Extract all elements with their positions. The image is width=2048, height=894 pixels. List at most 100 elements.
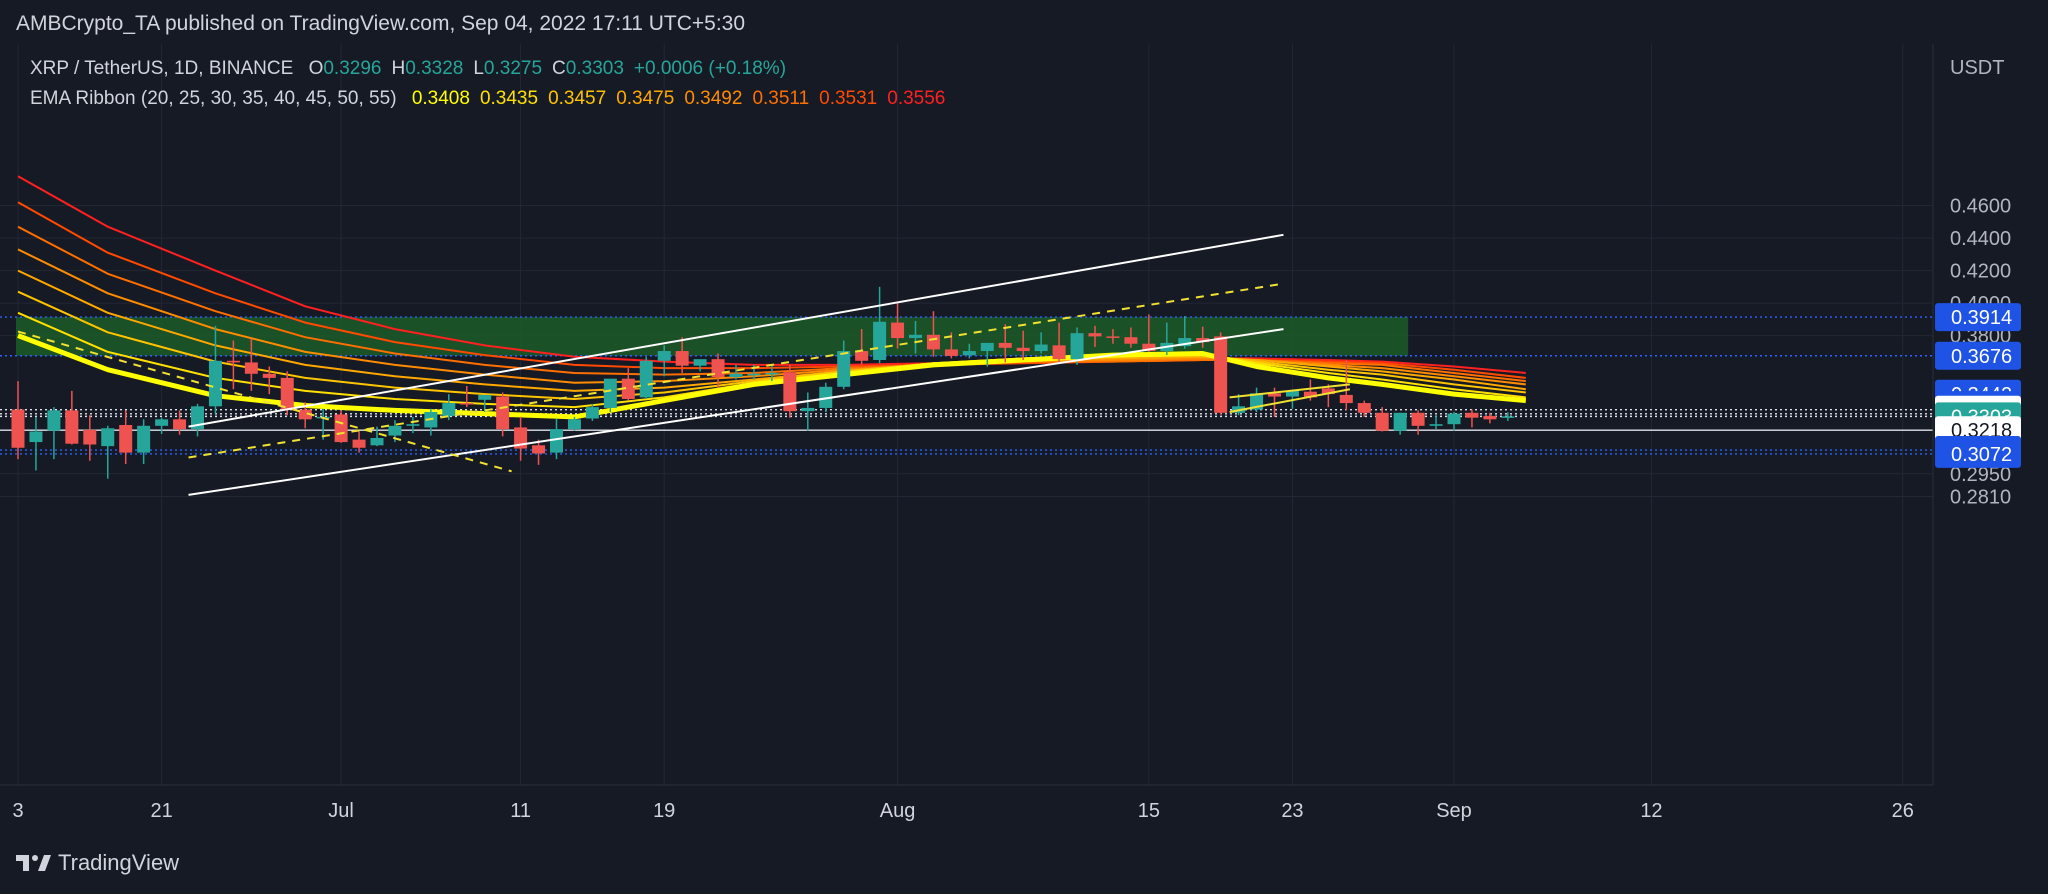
candle-body — [11, 409, 25, 448]
candle-body — [1178, 338, 1192, 347]
candle-body — [1375, 412, 1389, 431]
time-tick-label: 21 — [150, 800, 172, 822]
candle — [352, 431, 366, 453]
candle-body — [837, 351, 851, 387]
price-tag-label: 0.3676 — [1951, 346, 2012, 368]
candle-body — [783, 372, 797, 412]
candle — [819, 382, 833, 412]
candle-body — [47, 410, 61, 431]
ema-value: 0.3435 — [479, 88, 539, 109]
time-tick-label: Aug — [880, 800, 916, 822]
candle-body — [496, 396, 510, 430]
candle-body — [334, 414, 348, 443]
candle-body — [980, 342, 994, 352]
symbol-label[interactable]: XRP / TetherUS, 1D, BINANCE — [30, 58, 294, 79]
candle — [1483, 412, 1497, 424]
candle-body — [926, 334, 940, 350]
candle-body — [1483, 416, 1497, 420]
ema-line-45 — [17, 225, 1526, 383]
candle — [962, 343, 976, 359]
candle-body — [639, 360, 653, 398]
ema-value: 0.3457 — [548, 88, 607, 109]
candle-body — [173, 419, 187, 430]
candle — [1214, 332, 1228, 415]
time-tick-label: 26 — [1892, 800, 1914, 822]
ema-label[interactable]: EMA Ribbon (20, 25, 30, 35, 40, 45, 50, … — [30, 88, 397, 109]
publisher-line: AMBCrypto_TA published on TradingView.co… — [16, 12, 746, 35]
candle-body — [1411, 412, 1425, 426]
candle — [1321, 384, 1335, 408]
candle — [1142, 314, 1156, 352]
candle-body — [460, 403, 474, 405]
price-tick-label: 0.4400 — [1950, 228, 2011, 250]
trendline-descending — [17, 330, 512, 473]
candle-body — [729, 373, 743, 378]
candle — [657, 345, 671, 377]
candle — [1070, 327, 1084, 365]
ema-legend[interactable]: EMA Ribbon (20, 25, 30, 35, 40, 45, 50, … — [30, 88, 965, 110]
candle-body — [675, 351, 689, 366]
price-tick-label: 0.2810 — [1950, 487, 2011, 509]
candle-body — [1303, 391, 1317, 398]
candle — [855, 329, 869, 365]
candle-body — [244, 362, 258, 374]
candle — [675, 337, 689, 373]
candle — [980, 342, 994, 367]
candle-body — [208, 360, 222, 407]
candle-body — [155, 419, 169, 426]
candle — [155, 417, 169, 434]
candle-body — [83, 429, 97, 445]
candle — [334, 410, 348, 443]
candle — [244, 338, 258, 391]
time-tick-label: 11 — [510, 800, 531, 822]
time-tick-label: 12 — [1640, 800, 1662, 822]
candle-body — [298, 409, 312, 420]
candle-body — [1447, 413, 1461, 425]
ema-value: 0.3408 — [411, 88, 470, 109]
candle — [873, 286, 887, 364]
supply-zone — [16, 317, 1409, 356]
candle — [783, 364, 797, 418]
candle-body — [1016, 347, 1030, 352]
candle-body — [226, 360, 240, 363]
candle — [891, 303, 905, 349]
trendline-channel-mid — [188, 282, 1284, 459]
candle-body — [442, 403, 456, 417]
candle-body — [801, 407, 815, 412]
candle — [83, 415, 97, 461]
price-tag-box — [1935, 341, 2021, 370]
candle-body — [262, 373, 276, 378]
candle — [226, 340, 240, 390]
candle-body — [280, 377, 294, 410]
time-tick-label: 3 — [12, 800, 23, 822]
candle — [532, 439, 546, 465]
symbol-legend[interactable]: XRP / TetherUS, 1D, BINANCE O0.3296 H0.33… — [30, 58, 806, 80]
candle-body — [909, 334, 922, 339]
candles — [11, 286, 1515, 479]
candle-body — [819, 386, 833, 408]
ema-value: 0.3475 — [616, 88, 675, 109]
candle-body — [1357, 403, 1371, 413]
price-tag-label: 0.3072 — [1951, 444, 2012, 466]
candle — [65, 390, 79, 445]
candle — [370, 426, 384, 447]
price-tick-label: 0.4600 — [1950, 196, 2011, 218]
candle-body — [567, 419, 581, 430]
tradingview-logo[interactable]: TradingView — [16, 850, 179, 876]
candle — [639, 356, 653, 399]
candle-body — [1339, 394, 1353, 404]
candle-body — [1088, 333, 1102, 337]
candle — [47, 407, 61, 460]
candle-body — [532, 445, 546, 454]
ema-value: 0.3511 — [752, 88, 810, 109]
candle-body — [1034, 344, 1048, 352]
candle — [173, 410, 187, 435]
candle-body — [693, 359, 707, 366]
candle-body — [1106, 336, 1120, 338]
candle — [262, 366, 276, 395]
candle — [424, 408, 438, 436]
candle-body — [747, 373, 761, 376]
candle-body — [1214, 336, 1228, 413]
candle-body — [1285, 390, 1299, 397]
